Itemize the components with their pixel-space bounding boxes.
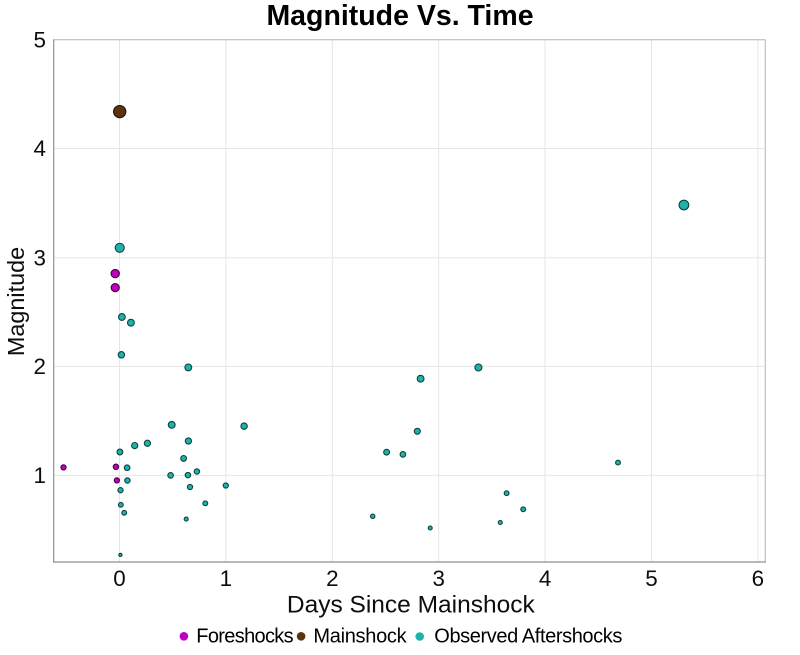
svg-text:1: 1 [34, 463, 46, 488]
svg-text:Days Since Mainshock: Days Since Mainshock [287, 592, 536, 619]
svg-text:2: 2 [34, 354, 46, 379]
svg-text:2: 2 [326, 566, 338, 591]
svg-text:Magnitude: Magnitude [3, 247, 29, 356]
svg-text:4: 4 [34, 136, 46, 161]
svg-text:4: 4 [539, 566, 551, 591]
svg-text:6: 6 [752, 566, 764, 591]
svg-text:3: 3 [432, 566, 444, 591]
svg-text:0: 0 [113, 566, 125, 591]
svg-text:3: 3 [34, 245, 46, 270]
svg-text:5: 5 [645, 566, 657, 591]
svg-text:Foreshocks: Foreshocks [196, 625, 293, 647]
svg-text:Observed Aftershocks: Observed Aftershocks [434, 625, 622, 647]
svg-text:Mainshock: Mainshock [313, 625, 407, 647]
svg-text:5: 5 [34, 28, 46, 53]
svg-text:Magnitude Vs. Time: Magnitude Vs. Time [266, 0, 533, 32]
svg-text:1: 1 [220, 566, 232, 591]
